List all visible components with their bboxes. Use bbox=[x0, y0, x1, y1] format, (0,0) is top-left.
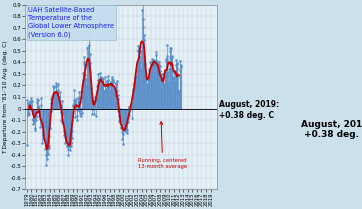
Text: Running, centered
13-month average: Running, centered 13-month average bbox=[138, 122, 187, 169]
Y-axis label: T Departure from '81-’10 Avg. (deg. C): T Departure from '81-’10 Avg. (deg. C) bbox=[3, 40, 8, 154]
Text: August, 2019:
+0.38 deg. C: August, 2019: +0.38 deg. C bbox=[301, 120, 362, 139]
Text: UAH Satellite-Based
Temperature of the
Global Lower Atmosphere
(Version 6.0): UAH Satellite-Based Temperature of the G… bbox=[28, 7, 114, 38]
Text: August, 2019:
+0.38 deg. C: August, 2019: +0.38 deg. C bbox=[219, 100, 279, 120]
